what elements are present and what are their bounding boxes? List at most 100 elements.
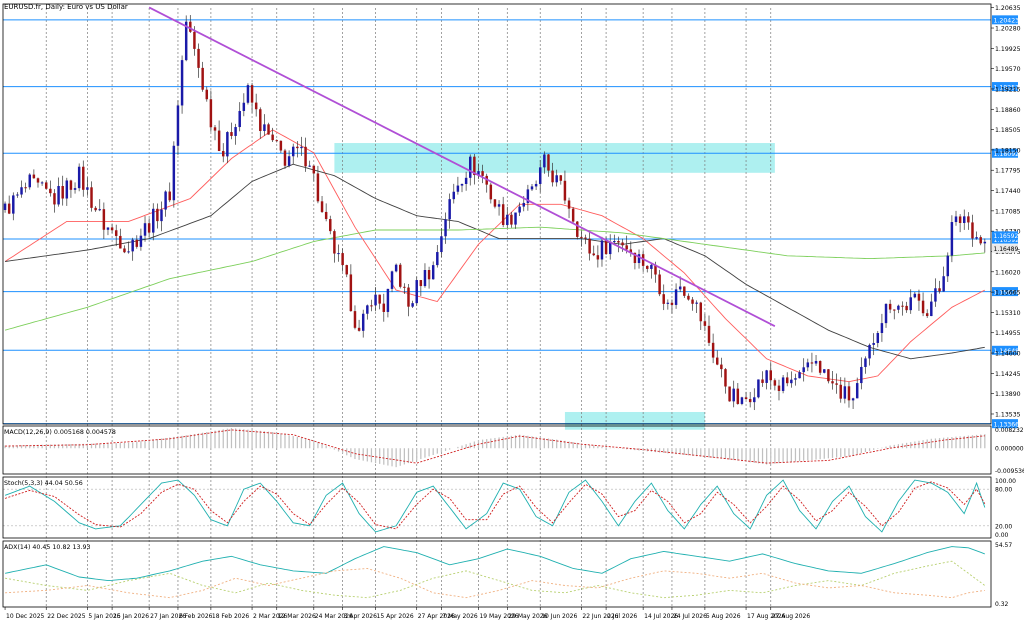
candle-body bbox=[444, 219, 447, 237]
level-label-box bbox=[992, 287, 1018, 297]
time-tick-label: 15 Jan 2026 bbox=[113, 613, 149, 620]
candle-body bbox=[431, 265, 435, 280]
candle-body bbox=[49, 188, 52, 194]
candle-body bbox=[543, 154, 546, 168]
candle-body bbox=[646, 265, 649, 269]
candle-body bbox=[423, 270, 427, 287]
candle-body bbox=[324, 211, 328, 220]
level-label: 1.14648 bbox=[994, 348, 1020, 355]
candle-body bbox=[176, 105, 180, 146]
candle-body bbox=[860, 366, 863, 384]
candle-body bbox=[184, 21, 188, 61]
supply-demand-zones bbox=[334, 143, 775, 430]
horizontal-levels[interactable]: 1.20423 1.19257 1.18092 1.16592 1.15674 1.146… bbox=[3, 15, 1019, 428]
candle-body bbox=[489, 184, 493, 200]
candle-body bbox=[3, 203, 7, 210]
candle-body bbox=[851, 398, 855, 401]
candle-body bbox=[909, 297, 912, 311]
candle-body bbox=[897, 305, 900, 310]
candle-body bbox=[32, 174, 36, 179]
price-tick-label: 1.15310 bbox=[995, 310, 1021, 317]
time-tick-label: 14 Jul 2026 bbox=[644, 613, 678, 620]
candle-body bbox=[234, 127, 237, 136]
candle-body bbox=[452, 191, 456, 200]
moving-averages bbox=[4, 129, 986, 383]
candle-body bbox=[213, 127, 217, 131]
time-tick-label: 6 Feb 2026 bbox=[179, 613, 213, 620]
candle-body bbox=[263, 124, 266, 131]
candle-body bbox=[613, 241, 616, 243]
time-tick-label: 24 Jul 2026 bbox=[673, 613, 707, 620]
candle-body bbox=[36, 178, 40, 183]
candle-body bbox=[436, 252, 439, 266]
candle-body bbox=[510, 214, 513, 225]
candle-body bbox=[514, 212, 517, 225]
stoch-axis-label: 100.00 bbox=[995, 478, 1016, 485]
candle-body bbox=[633, 252, 637, 264]
candle-body bbox=[90, 187, 93, 208]
candle-body bbox=[720, 364, 723, 370]
candle-body bbox=[790, 379, 793, 384]
candle-body bbox=[868, 344, 871, 359]
candle-body bbox=[501, 204, 505, 225]
candle-body bbox=[399, 264, 402, 287]
symbol-title: EURUSD.fr, Daily: Euro vs US Dollar bbox=[4, 3, 128, 11]
level-label: 1.18092 bbox=[994, 151, 1020, 158]
pane-frames bbox=[2, 3, 992, 608]
candle-body bbox=[312, 165, 316, 174]
candle-body bbox=[69, 180, 73, 190]
price-tick-label: 1.19570 bbox=[995, 66, 1021, 73]
candle-body bbox=[522, 202, 525, 207]
candle-body bbox=[827, 369, 830, 382]
candle-body bbox=[127, 251, 130, 253]
candle-body bbox=[230, 132, 233, 136]
candle-body bbox=[304, 146, 307, 167]
candle-body bbox=[250, 85, 254, 103]
candle-body bbox=[40, 182, 44, 184]
time-tick-label: 3 Apr 2026 bbox=[344, 613, 377, 620]
candle-body bbox=[333, 231, 336, 254]
candle-body bbox=[777, 385, 781, 391]
time-tick-label: 24 Mar 2026 bbox=[315, 613, 353, 620]
candle-body bbox=[300, 146, 303, 149]
candle-body bbox=[864, 358, 867, 367]
candle-body bbox=[415, 280, 418, 304]
candle-body bbox=[691, 299, 694, 304]
candle-body bbox=[979, 237, 982, 244]
macd-axis-label: 0.008232 bbox=[995, 427, 1024, 434]
candle-body bbox=[143, 223, 147, 236]
price-tick-label: 1.17440 bbox=[995, 188, 1021, 195]
price-zone-2 bbox=[564, 411, 705, 430]
candle-body bbox=[7, 203, 11, 214]
candle-body bbox=[61, 186, 64, 199]
candle-body bbox=[814, 360, 818, 364]
current-price-box bbox=[992, 231, 1018, 240]
candle-body bbox=[349, 274, 353, 312]
price-tick-label: 1.20280 bbox=[995, 26, 1021, 33]
macd-axis-label: -0.009536 bbox=[995, 468, 1024, 475]
candle-body bbox=[259, 109, 262, 131]
adx-axis-label: 54.57 bbox=[995, 542, 1012, 549]
candle-body bbox=[580, 236, 583, 238]
candle-body bbox=[506, 214, 509, 225]
candle-body bbox=[650, 264, 653, 269]
candle-body bbox=[279, 140, 283, 151]
moving-average-slow bbox=[4, 226, 985, 331]
candle-body bbox=[748, 399, 752, 403]
candle-body bbox=[954, 216, 958, 223]
candle-body bbox=[901, 305, 904, 307]
time-tick-label: 29 May 2026 bbox=[508, 613, 547, 620]
candle-body bbox=[538, 167, 542, 184]
candle-body bbox=[448, 199, 451, 220]
candle-body bbox=[287, 156, 291, 166]
candle-body bbox=[98, 209, 101, 211]
candle-body bbox=[678, 286, 682, 290]
trendline-group[interactable] bbox=[148, 6, 776, 327]
candle-body bbox=[707, 325, 711, 343]
candle-body bbox=[217, 130, 221, 151]
pane-frame bbox=[2, 540, 992, 608]
macd-signal-line bbox=[5, 429, 985, 464]
candle-body bbox=[925, 313, 929, 317]
